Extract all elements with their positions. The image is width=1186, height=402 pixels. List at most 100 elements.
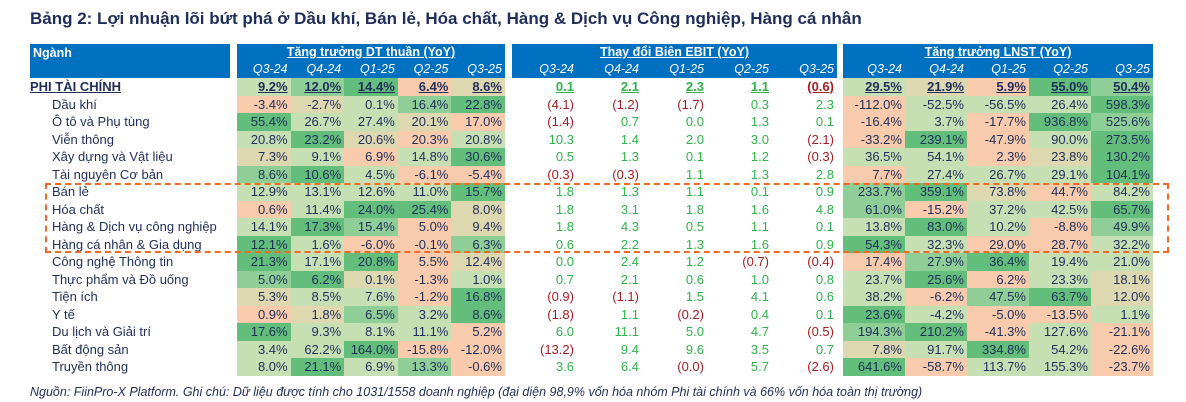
sector-name: Xây dựng và Vật liệu xyxy=(52,149,173,164)
ebit-cell: 9.4 xyxy=(620,341,639,357)
ebit-cells: 0.1 2.1 2.3 1.1 (0.6) xyxy=(512,78,837,96)
quarter-label: Q2-25 xyxy=(734,62,769,76)
ebit-cell: 0.6 xyxy=(685,271,704,287)
lnst-cell: 23.7% xyxy=(842,270,905,288)
sector-name: Hàng cá nhân & Gia dụng xyxy=(52,236,202,252)
table-row: Tài nguyên Cơ bản 8.6% 10.6% 4.5% -6.1% -5.4%… xyxy=(0,165,1153,184)
lnst-cell: 38.2% xyxy=(842,288,905,306)
dt-cell: 20.8% xyxy=(344,253,398,271)
ebit-cell: (1.7) xyxy=(677,96,704,112)
lnst-cell: 7.8% xyxy=(842,340,905,358)
lnst-cell: -22.6% xyxy=(1090,340,1153,358)
lnst-cell: 36.4% xyxy=(966,253,1029,271)
ebit-cell: 0.9 xyxy=(815,236,834,252)
ebit-cell: 2.4 xyxy=(620,254,639,269)
ebit-cell: (1.2) xyxy=(612,96,639,112)
dt-cell: 25.4% xyxy=(397,200,452,218)
dt-cell: 8.6% xyxy=(451,305,505,323)
dt-cell: 8.0% xyxy=(451,200,505,218)
lnst-cell: 54.1% xyxy=(904,148,967,166)
header-ebit: Thay đổi Biên EBIT (YoY) Q3-24 Q4-24 Q1-25… xyxy=(512,44,837,78)
dt-cell: 0.6% xyxy=(237,200,291,218)
lnst-cells: 38.2% -6.2% 47.5% 63.7% 12.0% xyxy=(842,288,1153,306)
lnst-cells: 17.4% 27.9% 36.4% 19.4% 21.0% xyxy=(842,253,1153,271)
lnst-cell: 21.0% xyxy=(1090,253,1153,271)
dt-cell: 1.0% xyxy=(451,270,505,288)
table-row: Du lịch và Giải trí 17.6% 9.3% 8.1% 11.1% 5.2… xyxy=(0,323,1153,341)
dt-cells: 17.6% 9.3% 8.1% 11.1% 5.2% xyxy=(237,323,505,341)
lnst-cell: 127.6% xyxy=(1028,323,1091,341)
dt-cell: 17.3% xyxy=(290,218,345,236)
dt-cell: 20.8% xyxy=(237,130,291,148)
dt-cell: -6.1% xyxy=(397,165,452,183)
dt-cell: 8.5% xyxy=(290,288,345,306)
dt-cell: 164.0% xyxy=(344,340,398,358)
lnst-cell: 49.9% xyxy=(1090,218,1153,236)
ebit-cell: 0.1 xyxy=(815,306,834,322)
dt-cell: 3.4% xyxy=(237,340,291,358)
ebit-cell: 1.1 xyxy=(620,306,639,322)
dt-cells: 5.0% 6.2% 0.1% -1.3% 1.0% xyxy=(237,270,505,288)
ebit-cell: 0.1 xyxy=(685,149,704,164)
sector-name: Bán lẻ xyxy=(52,184,89,199)
header-dt: Tăng trưởng DT thuần (YoY) Q3-24 Q4-24 Q1-… xyxy=(237,44,505,78)
ebit-cell: (0.0) xyxy=(677,359,704,374)
ebit-cells: 1.8 4.3 0.5 1.1 0.1 xyxy=(512,218,837,236)
lnst-cell: -17.7% xyxy=(966,113,1029,131)
dt-cells: 12.9% 13.1% 12.6% 11.0% 15.7% xyxy=(237,183,505,201)
ebit-cell: 0.6 xyxy=(555,236,574,252)
ebit-cell: 1.0 xyxy=(750,271,769,287)
ebit-cell: 0.4 xyxy=(750,306,769,322)
lnst-cell: 84.2% xyxy=(1090,183,1153,201)
lnst-cell: 32.3% xyxy=(904,235,967,253)
ebit-cell: 1.8 xyxy=(555,184,574,199)
ebit-cells: 10.3 1.4 2.0 3.0 (2.1) xyxy=(512,131,837,149)
dt-cell: 13.3% xyxy=(397,358,452,376)
ebit-cell: 1.3 xyxy=(750,114,769,129)
lnst-cell: 525.6% xyxy=(1090,113,1153,131)
ebit-cell: 1.8 xyxy=(555,219,574,234)
ebit-cells: (0.3) (0.3) 1.1 1.3 2.8 xyxy=(512,166,837,184)
quarter-label: Q4-24 xyxy=(929,62,964,76)
lnst-cell: -4.2% xyxy=(904,305,967,323)
ebit-cell: (0.3) xyxy=(547,166,574,182)
lnst-cell: 17.4% xyxy=(842,253,905,271)
dt-cell: 6.9% xyxy=(344,148,398,166)
ebit-cell: 3.1 xyxy=(620,201,639,217)
ebit-cell: 1.2 xyxy=(685,254,704,269)
ebit-cell: (1.1) xyxy=(612,289,639,304)
dt-cell: -5.4% xyxy=(451,165,505,183)
lnst-cell: 104.1% xyxy=(1090,165,1153,183)
quarter-label: Q3-24 xyxy=(867,62,902,76)
lnst-cell: 26.4% xyxy=(1028,95,1091,113)
ebit-cell: 1.6 xyxy=(750,201,769,217)
sector-name: Dầu khí xyxy=(52,96,97,112)
dt-cell: -3.4% xyxy=(237,95,291,113)
dt-cell: 8.6% xyxy=(237,165,291,183)
ebit-cells: (1.4) 0.7 0.0 1.3 0.1 xyxy=(512,113,837,131)
lnst-cell: -16.4% xyxy=(842,113,905,131)
ebit-cell: 0.5 xyxy=(685,219,704,234)
table-row: Hàng & Dịch vụ công nghiệp 14.1% 17.3% 15.4… xyxy=(0,218,1153,236)
dt-cells: 20.8% 23.2% 20.6% 20.3% 20.8% xyxy=(237,130,505,148)
ebit-cells: 6.0 11.1 5.0 4.7 (0.5) xyxy=(512,323,837,341)
lnst-cell: -13.5% xyxy=(1028,305,1091,323)
lnst-cell: 18.1% xyxy=(1090,270,1153,288)
dt-cell: -0.6% xyxy=(451,358,505,376)
ebit-cell: 2.0 xyxy=(685,131,704,147)
sector-name: PHI TÀI CHÍNH xyxy=(30,79,121,94)
lnst-cells: 23.6% -4.2% -5.0% -13.5% 1.1% xyxy=(842,305,1153,323)
lnst-cell: 65.7% xyxy=(1090,200,1153,218)
lnst-cell: 23.3% xyxy=(1028,270,1091,288)
dt-cell: 9.1% xyxy=(290,148,345,166)
dt-cells: 8.6% 10.6% 4.5% -6.1% -5.4% xyxy=(237,165,505,183)
quarter-row: Q3-24 Q4-24 Q1-25 Q2-25 Q3-25 xyxy=(843,61,1153,78)
dt-cells: 3.4% 62.2% 164.0% -15.8% -12.0% xyxy=(237,340,505,358)
quarter-label: Q2-25 xyxy=(413,62,449,76)
ebit-cell: 3.6 xyxy=(555,359,574,374)
quarter-label: Q3-25 xyxy=(1115,62,1150,76)
lnst-cell: -112.0% xyxy=(842,95,905,113)
dt-cell: 17.1% xyxy=(290,253,345,271)
table-title: Bảng 2: Lợi nhuận lõi bứt phá ở Dầu khí,… xyxy=(30,9,862,28)
lnst-cell: 90.0% xyxy=(1028,130,1091,148)
